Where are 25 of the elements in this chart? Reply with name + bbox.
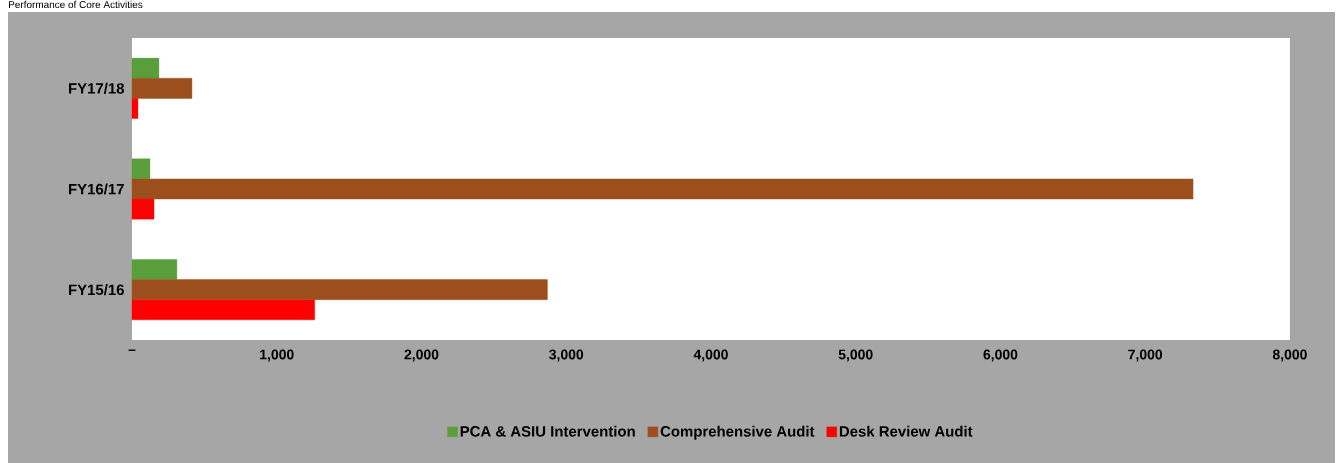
legend-label: PCA & ASIU Intervention bbox=[460, 425, 635, 437]
y-tick-label: FY16/17 bbox=[69, 183, 124, 195]
x-tick-label: 4,000 bbox=[693, 349, 728, 362]
x-tick-label: 2,000 bbox=[404, 349, 439, 362]
x-tick-label: 6,000 bbox=[983, 349, 1018, 362]
bar bbox=[131, 98, 139, 119]
x-tick-label: 8,000 bbox=[1272, 349, 1307, 362]
bar bbox=[131, 198, 155, 220]
x-tick-label: 5,000 bbox=[838, 349, 873, 362]
legend-label: Comprehensive Audit bbox=[660, 425, 815, 440]
bar bbox=[131, 178, 1194, 200]
x-tick-label: 1,000 bbox=[260, 349, 294, 362]
bar bbox=[131, 299, 315, 321]
y-tick-label: FY15/16 bbox=[69, 284, 124, 296]
bar bbox=[131, 259, 178, 280]
legend-label: Desk Review Audit bbox=[839, 425, 973, 437]
bar bbox=[131, 78, 193, 99]
chart-title: Performance of Core Activities bbox=[9, 0, 143, 9]
x-tick-label: 7,000 bbox=[1128, 349, 1163, 362]
y-tick-label: FY17/18 bbox=[69, 82, 125, 94]
bar bbox=[131, 158, 151, 180]
bar bbox=[131, 279, 548, 300]
x-tick-label: – bbox=[128, 349, 136, 351]
bar bbox=[131, 57, 160, 79]
x-tick-label: 3,000 bbox=[549, 349, 584, 362]
